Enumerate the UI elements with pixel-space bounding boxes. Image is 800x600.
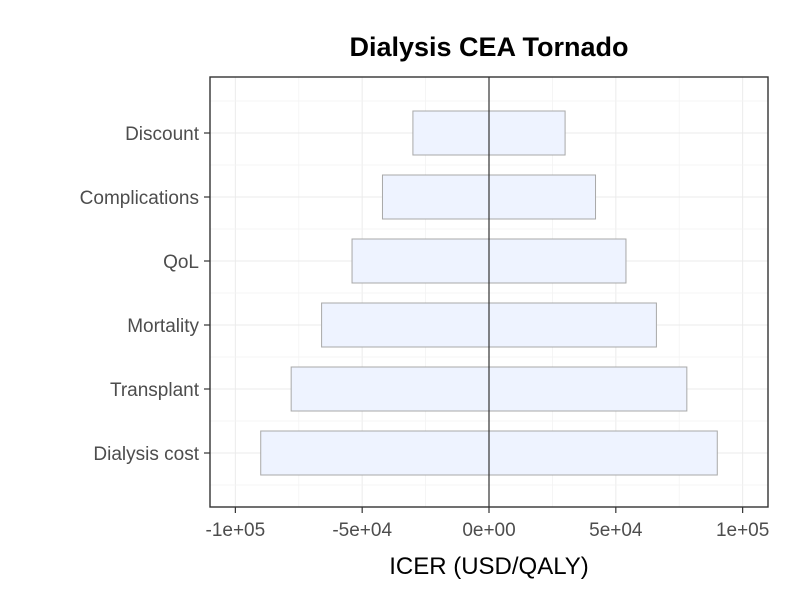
y-tick-label: QoL: [163, 252, 199, 273]
y-tick-label: Transplant: [110, 380, 200, 401]
x-axis-title: ICER (USD/QALY): [389, 553, 589, 580]
chart-title: Dialysis CEA Tornado: [349, 32, 628, 62]
x-tick-label: -5e+04: [332, 520, 392, 541]
y-axis: Discount Complications QoL Mortality Transpl…: [80, 124, 210, 465]
x-axis: -1e+05 -5e+04 0e+00 5e+04 1e+05: [206, 507, 769, 541]
x-tick-label: 1e+05: [716, 520, 769, 541]
y-tick-label: Discount: [125, 124, 200, 145]
y-tick-label: Mortality: [127, 316, 199, 337]
y-tick-label: Dialysis cost: [93, 444, 199, 465]
x-tick-label: 0e+00: [462, 520, 515, 541]
y-tick-label: Complications: [80, 188, 199, 209]
x-tick-label: -1e+05: [206, 520, 266, 541]
x-tick-label: 5e+04: [589, 520, 643, 541]
